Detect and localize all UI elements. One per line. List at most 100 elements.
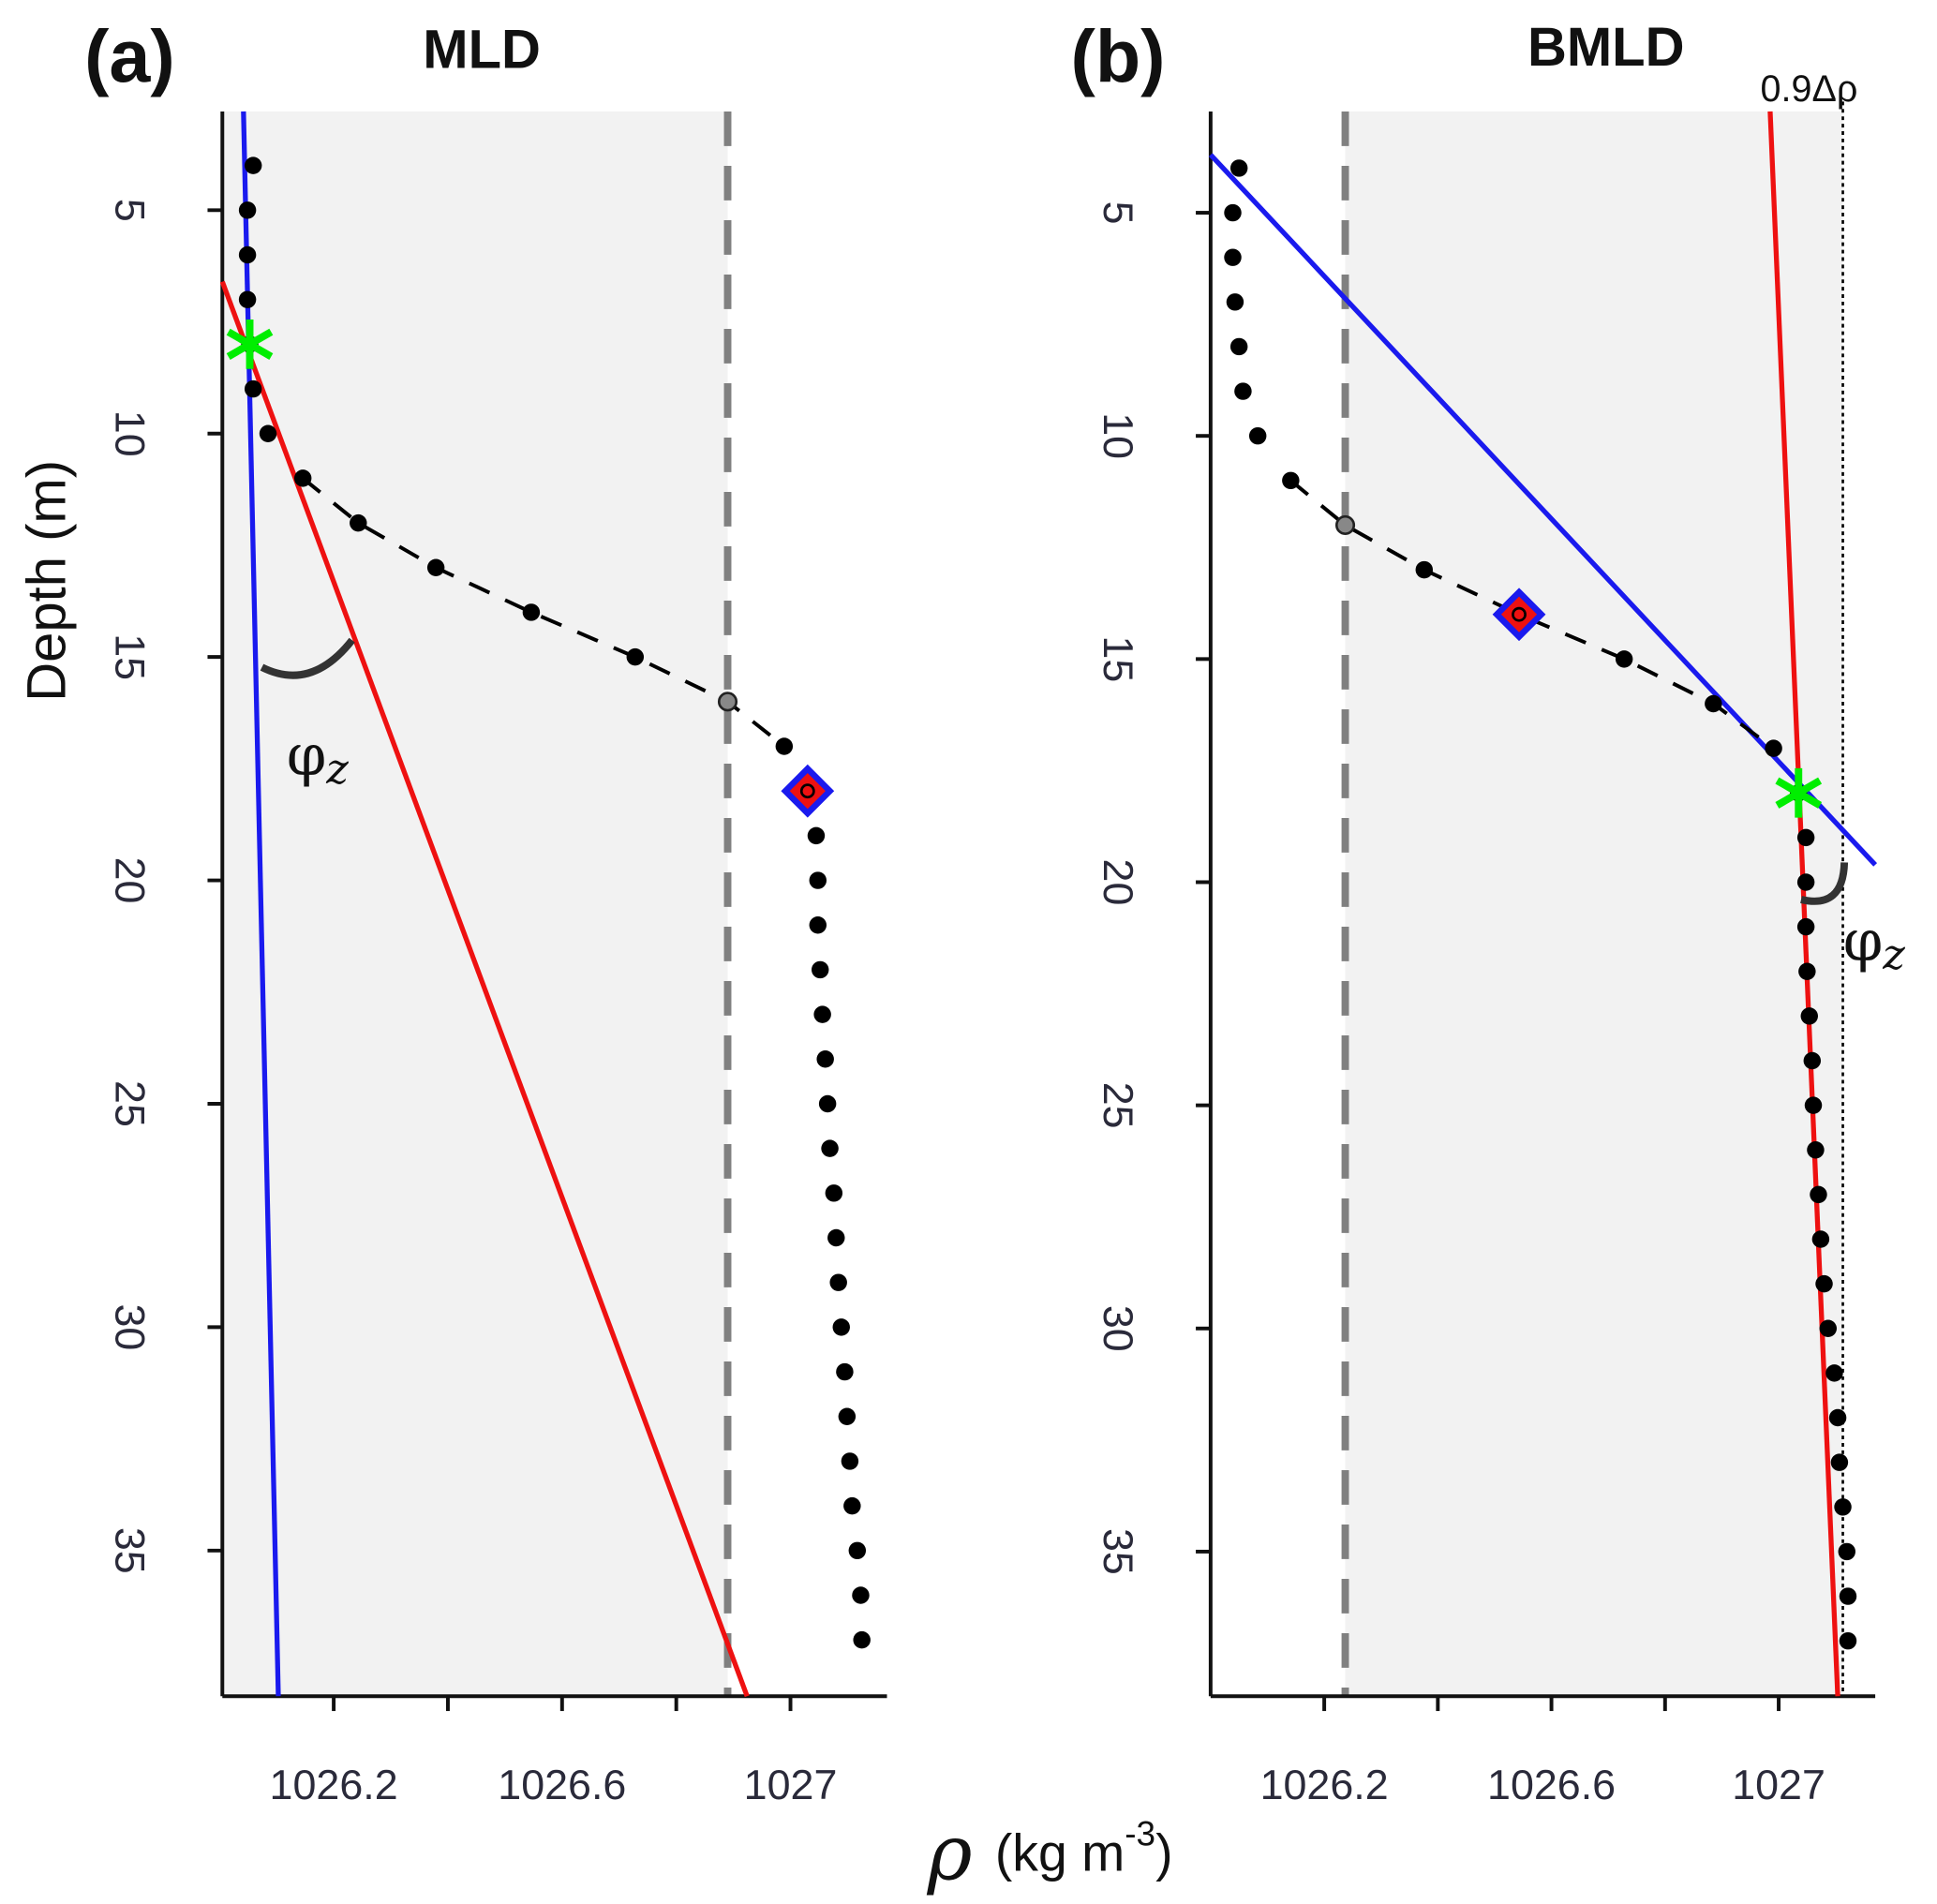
profile-point — [1830, 1453, 1849, 1471]
y-tick-label: 20 — [1095, 859, 1141, 906]
diamond-marker — [1492, 588, 1546, 642]
fit-line — [241, 111, 281, 1697]
y-tick-label: 10 — [1095, 412, 1141, 459]
profile-point — [259, 424, 277, 442]
profile-point — [1807, 1141, 1825, 1159]
profile-point — [1815, 1274, 1833, 1293]
y-tick-label: 30 — [1095, 1305, 1141, 1352]
profile-point — [853, 1630, 871, 1649]
profile-point — [1798, 962, 1816, 980]
profile-point — [775, 737, 794, 755]
profile-point — [841, 1452, 859, 1470]
profile-point — [1282, 471, 1300, 490]
profile-point — [1234, 382, 1252, 400]
shaded-region — [1345, 111, 1843, 1697]
profile-point — [809, 916, 827, 934]
y-tick-label: 15 — [106, 633, 153, 680]
profile-point — [1229, 159, 1248, 177]
profile-point — [1804, 1096, 1823, 1114]
profile-point — [426, 558, 445, 577]
panel-title: MLD — [423, 20, 541, 81]
profile-point — [827, 1228, 845, 1247]
x-label-exponent: -3 — [1125, 1814, 1155, 1852]
y-axis-label: Depth (m) — [17, 460, 78, 702]
x-tick-label: 1026.6 — [498, 1762, 626, 1808]
y-tick-label: 15 — [1095, 635, 1141, 682]
profile-point — [1796, 873, 1815, 891]
panel: 5 10 15 20 25 30 35 1026.2 1026.6 1027 φz (a) MLD — [84, 14, 887, 1808]
x-label-symbol: ρ — [926, 1808, 972, 1897]
x-tick-label: 1027 — [744, 1762, 838, 1808]
star-stroke — [226, 328, 274, 360]
profile-point — [238, 245, 257, 264]
panel-label: (a) — [84, 14, 175, 97]
profile-point — [1765, 739, 1782, 757]
angle-label: φz — [1843, 909, 1905, 979]
angle-symbol: φ — [287, 723, 326, 789]
profile-point — [626, 647, 645, 666]
profile-point — [1229, 337, 1248, 356]
diamond-marker — [781, 764, 835, 818]
profile-point — [1838, 1542, 1856, 1561]
profile-point — [843, 1496, 861, 1515]
profile-point — [522, 603, 541, 621]
profile-point — [1839, 1587, 1857, 1605]
y-tick-label: 5 — [106, 199, 153, 222]
star-stroke — [1775, 777, 1823, 809]
angle-symbol: φ — [1843, 909, 1883, 974]
y-tick-label: 10 — [106, 410, 153, 457]
profile-point — [807, 826, 826, 845]
profile-point — [1810, 1185, 1827, 1204]
profile-point — [1839, 1631, 1857, 1650]
star-marker — [1775, 767, 1823, 818]
profile-point — [816, 1050, 834, 1068]
profile-point — [1819, 1319, 1838, 1338]
threshold-point — [717, 692, 738, 712]
panel-label: (b) — [1071, 14, 1166, 97]
threshold-point — [1334, 514, 1356, 536]
profile-point — [811, 960, 829, 979]
panel-title: BMLD — [1527, 17, 1685, 78]
fit-line — [1208, 153, 1878, 867]
profile-point — [1796, 828, 1815, 847]
y-tick-label: 30 — [106, 1303, 153, 1350]
angle-label: φz — [287, 723, 349, 794]
profile-point — [244, 379, 262, 398]
x-axis-label: ρ (kg m-3) — [926, 1808, 1172, 1897]
angle-subscript: z — [1882, 929, 1905, 978]
profile-point — [825, 1184, 843, 1202]
profile-point — [829, 1273, 847, 1291]
profile-point — [1828, 1408, 1847, 1427]
profile-point — [1224, 248, 1242, 266]
profile-point — [1800, 1007, 1819, 1025]
y-tick-label: 25 — [1095, 1082, 1141, 1129]
profile-point — [1825, 1364, 1843, 1382]
profile-point — [238, 201, 257, 219]
y-tick-label: 5 — [1095, 201, 1141, 225]
profile-point — [821, 1139, 839, 1157]
profile-point — [1834, 1498, 1852, 1516]
profile-point — [238, 290, 257, 308]
profile-point — [1415, 560, 1434, 579]
y-tick-label: 35 — [106, 1527, 153, 1574]
profile-point — [1796, 917, 1815, 936]
angle-arc — [260, 637, 355, 679]
profile-point — [244, 156, 262, 174]
fit-line — [219, 280, 750, 1698]
x-tick-label: 1026.6 — [1487, 1762, 1616, 1808]
profile-point — [293, 469, 312, 487]
profile-point — [1615, 650, 1633, 668]
profile-point — [832, 1318, 850, 1336]
diamond-center — [799, 783, 815, 799]
angle-subscript: z — [325, 744, 349, 794]
profile-point — [818, 1094, 837, 1113]
x-label-close: ) — [1155, 1824, 1172, 1882]
profile-point — [1803, 1051, 1822, 1070]
angle-arc — [1800, 862, 1849, 905]
diamond-center — [1512, 606, 1527, 622]
reference-label: 0.9Δρ — [1760, 68, 1857, 110]
profile-point — [838, 1407, 857, 1425]
profile-point — [848, 1541, 867, 1560]
